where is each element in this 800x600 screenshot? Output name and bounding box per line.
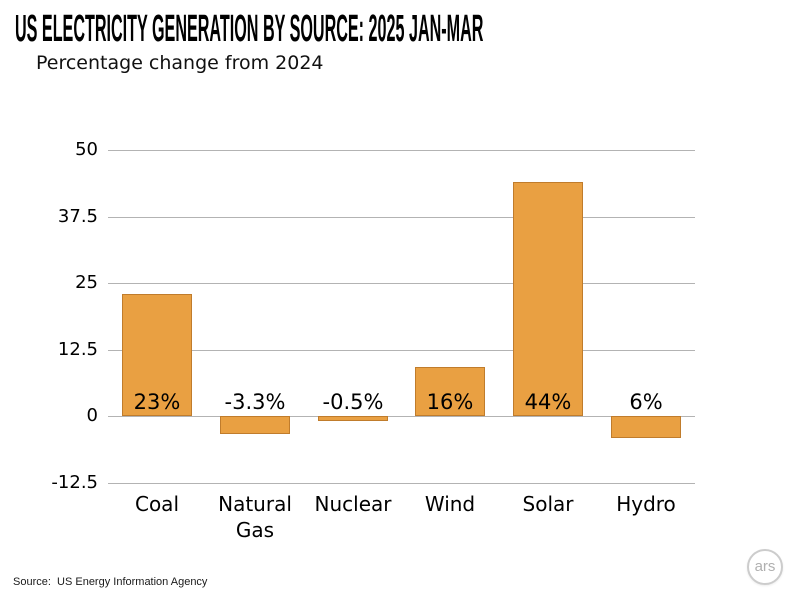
bar-value-label: 44% <box>524 390 572 414</box>
x-axis-category-label: Hydro <box>616 492 676 516</box>
x-axis-category-label: Coal <box>134 492 179 516</box>
bar-value-label: 23% <box>133 390 181 414</box>
gridline <box>108 483 695 484</box>
bar-coal <box>122 294 192 416</box>
y-axis-tick-label: 12.5 <box>57 339 98 360</box>
chart-title: US ELECTRICITY GENERATION BY SOURCE: 202… <box>15 8 484 50</box>
ars-technica-logo: ars <box>747 549 783 585</box>
bar-value-label: -3.3% <box>224 390 286 414</box>
x-axis-category-label: Nuclear <box>314 492 392 516</box>
x-axis-category-label: Natural Gas <box>218 492 292 542</box>
chart-subtitle: Percentage change from 2024 <box>36 52 324 74</box>
gridline <box>108 283 695 284</box>
gridline <box>108 416 695 417</box>
bar-value-label: -0.5% <box>322 390 384 414</box>
bar-solar <box>513 182 583 416</box>
bar-natural-gas <box>220 416 290 434</box>
gridline <box>108 350 695 351</box>
x-axis-category-label: Solar <box>522 492 574 516</box>
bar-wind <box>415 367 485 416</box>
gridline <box>108 217 695 218</box>
y-axis-tick-label: 37.5 <box>57 206 98 227</box>
y-axis-tick-label: 0 <box>86 405 98 426</box>
y-axis-tick-label: -12.5 <box>51 472 98 493</box>
source-attribution: Source: US Energy Information Agency <box>13 576 208 588</box>
x-axis-category-label: Wind <box>424 492 476 516</box>
y-axis-tick-label: 50 <box>75 139 98 160</box>
bar-hydro <box>611 416 681 438</box>
bar-value-label: 16% <box>426 390 474 414</box>
bar-nuclear <box>318 416 388 421</box>
bar-value-label: 6% <box>629 390 663 414</box>
y-axis-tick-label: 25 <box>75 272 98 293</box>
gridline <box>108 150 695 151</box>
